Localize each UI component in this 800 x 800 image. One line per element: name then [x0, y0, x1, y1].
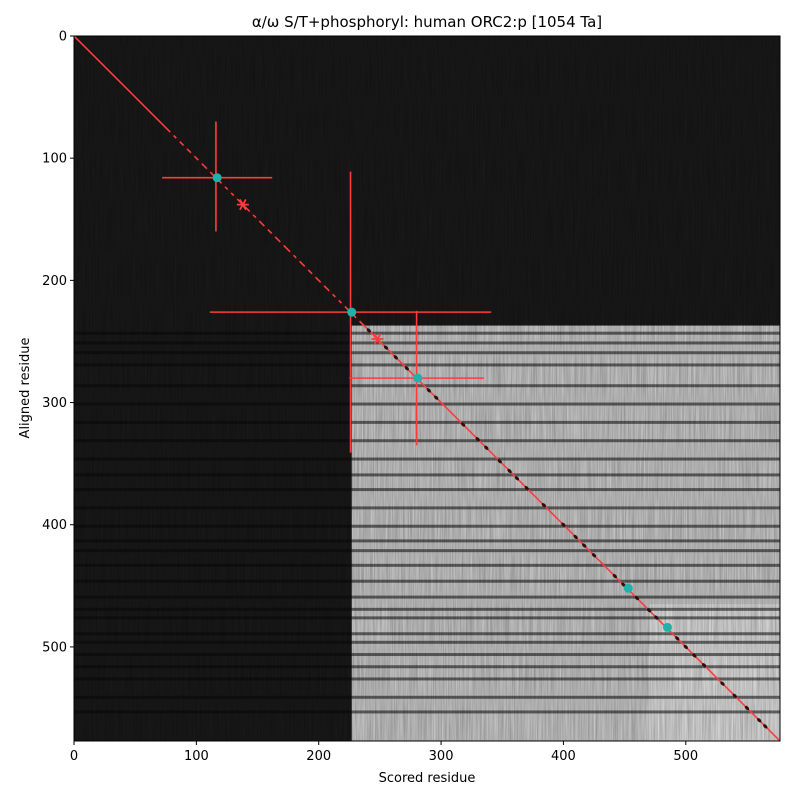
highlight-point	[347, 307, 357, 317]
diagonal-marker	[404, 366, 409, 371]
highlight-point	[662, 622, 672, 632]
diagonal-marker	[720, 681, 725, 686]
diagonal-marker	[654, 615, 659, 620]
diagonal-marker	[475, 437, 480, 442]
diagonal-marker	[197, 159, 203, 165]
highlight-points	[212, 173, 672, 632]
diagonal-marker	[744, 705, 750, 711]
x-tick-label: 0	[70, 749, 78, 764]
diagonal-marker	[541, 503, 547, 508]
diagonal-marker	[190, 152, 195, 157]
diagonal-marker	[393, 355, 398, 360]
diagonal-marker	[366, 328, 372, 333]
diagonal-marker	[383, 345, 389, 350]
diagonal-marker	[621, 582, 626, 587]
y-axis-label: Aligned residue	[18, 338, 33, 439]
diagonal-marker	[582, 543, 587, 548]
diagonal-marker	[233, 195, 238, 200]
diagonal-marker	[701, 663, 707, 668]
diagonal-marker	[175, 137, 181, 143]
diagonal-marker	[206, 168, 211, 173]
diagonal-marker	[507, 468, 512, 474]
diagonal-marker	[497, 459, 502, 464]
star-marker	[236, 198, 249, 211]
x-tick-label: 200	[306, 749, 331, 764]
diagonal-marker	[295, 257, 301, 262]
diagonal-marker	[692, 653, 697, 658]
diagonal-marker	[279, 241, 285, 246]
y-tick-label: 400	[42, 518, 67, 533]
diagonal-marker	[484, 445, 489, 450]
diagonal-marker	[355, 317, 361, 322]
diagonal-marker	[263, 225, 269, 230]
diagonal-marker	[573, 534, 578, 540]
diagonal-marker	[675, 636, 680, 641]
chart-title: α/ω S/T+phosphoryl: human ORC2:p [1054 T…	[252, 13, 602, 31]
diagonal-marker	[763, 724, 768, 729]
diagonal-markers	[169, 131, 768, 729]
plot-area	[74, 36, 780, 741]
diagonal-marker	[227, 189, 232, 194]
diagonal-marker	[289, 251, 294, 256]
x-tick-label: 500	[673, 749, 698, 764]
star-marker	[371, 333, 384, 345]
x-axis-label: Scored residue	[379, 771, 476, 786]
plot-frame	[73, 35, 781, 742]
diagonal-marker	[169, 131, 175, 136]
y-axis-ticks: 0 100 200 300 400 500	[42, 30, 74, 655]
diagonal-marker	[334, 296, 340, 301]
diagonal-marker	[757, 718, 762, 723]
diagonal-marker	[341, 302, 346, 307]
x-tick-label: 100	[184, 749, 209, 764]
diagonal-marker	[426, 388, 431, 393]
highlight-point	[212, 173, 222, 183]
star-markers	[236, 198, 384, 345]
diagonal-marker	[683, 644, 688, 650]
diagonal-marker	[271, 233, 276, 238]
diagonal-marker	[646, 608, 652, 613]
diagonal-marker	[460, 422, 466, 427]
diagonal-marker	[634, 595, 640, 601]
y-tick-label: 200	[42, 274, 67, 289]
diagonal-marker	[612, 573, 617, 579]
y-tick-label: 100	[42, 152, 67, 167]
highlight-point	[623, 583, 633, 593]
diagonal-marker	[591, 553, 597, 558]
diagonal-marker	[561, 522, 566, 527]
diagonal-marker	[514, 476, 520, 481]
diagonal-marker	[732, 693, 737, 698]
x-tick-label: 400	[551, 749, 576, 764]
highlight-point	[413, 373, 423, 383]
x-axis-ticks: 0 100 200 300 400 500	[70, 741, 698, 764]
diagonal-marker	[255, 217, 260, 222]
diagonal-marker	[221, 182, 226, 188]
diagonal-marker	[311, 273, 316, 278]
diagonal-marker	[434, 395, 439, 400]
diagonal-marker	[524, 485, 529, 491]
diagonal-marker	[328, 290, 334, 295]
diagonal-marker	[249, 211, 254, 216]
y-tick-label: 300	[42, 396, 67, 411]
diagonal-marker	[304, 265, 309, 271]
diagonal-marker	[183, 145, 188, 150]
diagonal-marker	[320, 281, 325, 287]
y-tick-label: 500	[42, 640, 67, 655]
x-tick-label: 300	[429, 749, 454, 764]
y-tick-label: 0	[59, 30, 67, 45]
